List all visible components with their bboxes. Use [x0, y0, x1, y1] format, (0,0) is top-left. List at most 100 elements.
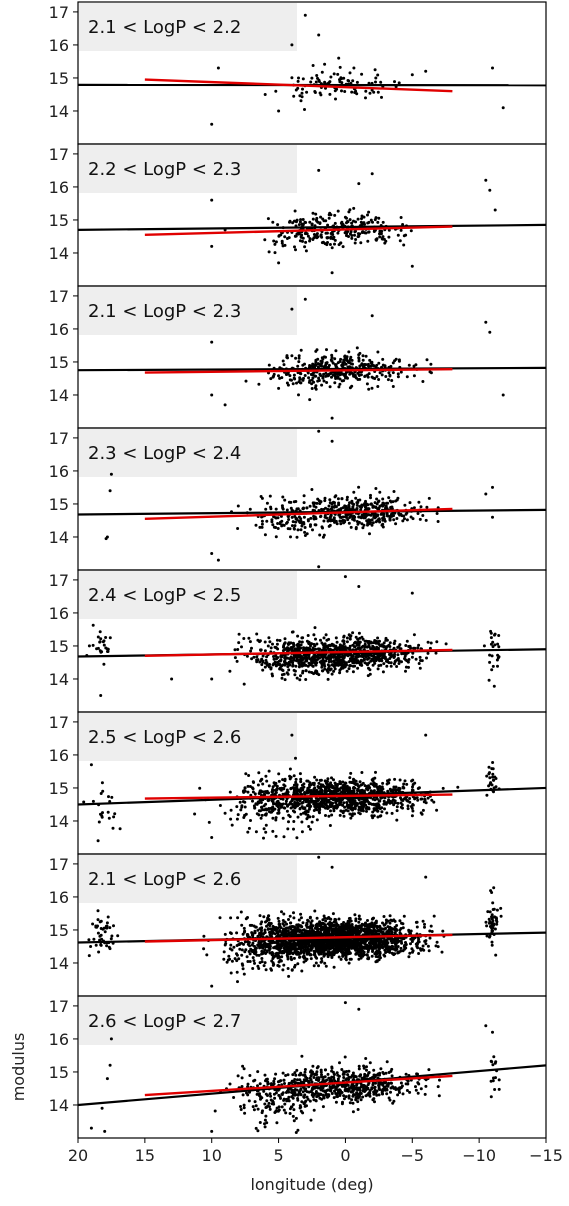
scatter-point — [405, 375, 409, 379]
scatter-point — [331, 785, 335, 788]
scatter-point — [314, 360, 318, 364]
scatter-point — [282, 806, 286, 810]
scatter-point — [362, 950, 366, 954]
scatter-point — [399, 927, 403, 930]
scatter-point — [353, 664, 357, 668]
scatter-point — [271, 800, 275, 804]
scatter-point — [354, 526, 358, 529]
scatter-point — [325, 381, 329, 384]
scatter-point — [306, 634, 310, 637]
scatter-point — [101, 811, 104, 815]
scatter-point — [347, 350, 351, 354]
scatter-point — [348, 501, 351, 505]
scatter-point — [426, 796, 430, 800]
scatter-point — [267, 791, 270, 795]
scatter-point — [338, 519, 342, 523]
scatter-point — [310, 820, 314, 824]
scatter-point — [318, 805, 322, 809]
scatter-point — [236, 648, 240, 651]
scatter-point — [298, 789, 302, 793]
scatter-point — [253, 792, 257, 796]
scatter-point — [100, 781, 104, 785]
scatter-point — [273, 782, 277, 786]
scatter-point — [419, 505, 423, 509]
scatter-point — [313, 523, 317, 527]
scatter-point — [493, 208, 497, 212]
scatter-point — [315, 74, 319, 77]
scatter-point — [320, 70, 324, 74]
scatter-point — [266, 217, 270, 221]
scatter-point — [294, 220, 298, 224]
scatter-point — [317, 33, 321, 37]
scatter-point — [277, 811, 281, 815]
scatter-point — [365, 809, 368, 813]
scatter-point — [295, 647, 299, 651]
scatter-point — [396, 645, 400, 649]
scatter-point — [311, 371, 315, 375]
scatter-point — [333, 221, 337, 225]
scatter-point — [113, 812, 117, 816]
scatter-point — [410, 655, 414, 659]
scatter-point — [118, 827, 122, 831]
scatter-point — [298, 377, 302, 381]
scatter-point — [357, 631, 361, 635]
scatter-point — [360, 522, 364, 526]
scatter-point — [298, 381, 302, 385]
scatter-point — [314, 801, 318, 805]
scatter-point — [287, 500, 291, 504]
scatter-point — [297, 76, 300, 80]
scatter-point — [268, 640, 272, 644]
scatter-point — [415, 925, 419, 929]
scatter-point — [402, 782, 406, 786]
panel-label: 2.4 < LogP < 2.5 — [88, 585, 241, 606]
scatter-point — [379, 80, 383, 84]
scatter-point — [271, 816, 275, 820]
scatter-point — [316, 785, 320, 788]
scatter-point — [252, 804, 256, 808]
scatter-point — [280, 786, 284, 790]
scatter-point — [319, 359, 323, 363]
scatter-point — [325, 668, 329, 672]
scatter-point — [345, 784, 349, 788]
scatter-point — [374, 216, 378, 220]
scatter-point — [216, 558, 220, 562]
scatter-point — [265, 519, 269, 523]
scatter-point — [281, 797, 285, 801]
scatter-point — [305, 789, 309, 793]
scatter-point — [320, 364, 323, 368]
scatter-point — [295, 535, 299, 539]
scatter-point — [241, 789, 245, 793]
scatter-point — [493, 643, 497, 647]
scatter-point — [422, 948, 426, 952]
scatter-point — [376, 787, 380, 791]
scatter-point — [340, 497, 344, 501]
scatter-point — [305, 532, 309, 536]
scatter-point — [338, 371, 342, 374]
scatter-point — [285, 788, 289, 792]
scatter-point — [311, 376, 315, 380]
scatter-point — [347, 235, 350, 238]
scatter-point — [308, 663, 312, 667]
scatter-point — [210, 393, 214, 397]
scatter-point — [286, 662, 290, 666]
scatter-point — [348, 648, 352, 652]
scatter-point — [236, 504, 240, 508]
scatter-point — [260, 777, 264, 781]
scatter-point — [300, 233, 304, 237]
scatter-point — [374, 770, 377, 774]
scatter-point — [235, 805, 239, 809]
scatter-point — [337, 917, 341, 921]
scatter-point — [311, 362, 315, 366]
scatter-point — [91, 643, 95, 647]
scatter-point — [377, 378, 381, 381]
scatter-point — [250, 646, 253, 650]
scatter-point — [378, 789, 382, 793]
scatter-point — [301, 363, 305, 367]
scatter-point — [293, 673, 297, 677]
panel-label: 2.1 < LogP < 2.3 — [88, 301, 241, 322]
scatter-point — [376, 518, 380, 522]
scatter-point — [333, 917, 337, 921]
scatter-point — [338, 65, 342, 69]
